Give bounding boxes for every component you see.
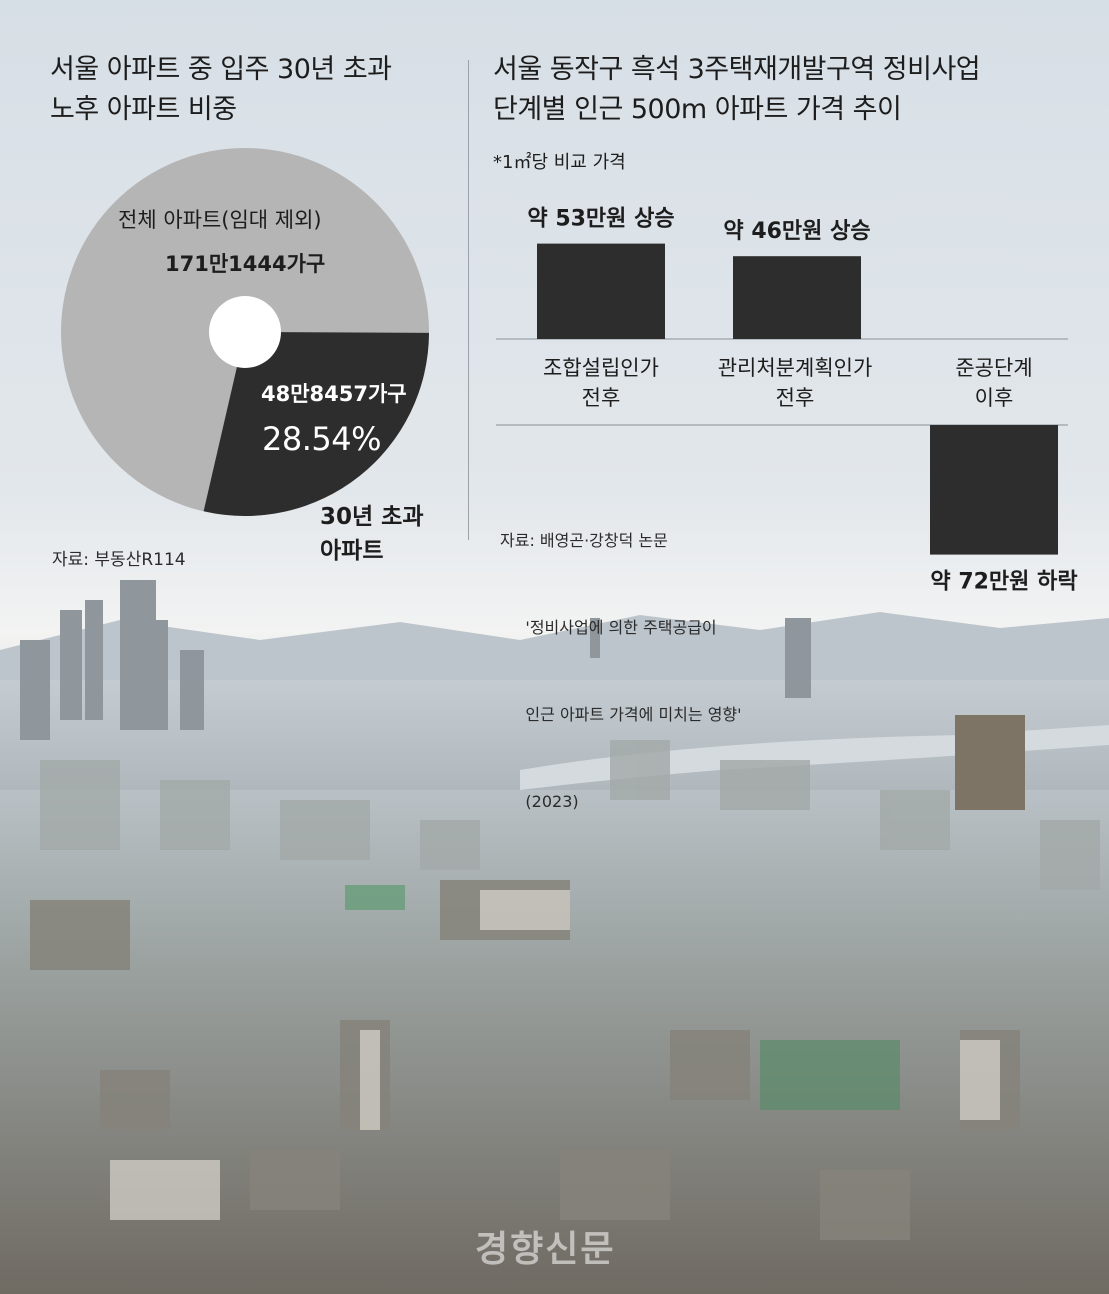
pie-old-label-line2: 아파트 [320, 538, 384, 564]
pie-title-line1: 서울 아파트 중 입주 30년 초과 [50, 54, 392, 85]
pie-old-label-line1: 30년 초과 [320, 504, 424, 530]
pie-source: 자료: 부동산R114 [52, 550, 186, 570]
bar-source-line4: (2023) [500, 792, 579, 811]
bar-source: 자료: 배영곤·강창덕 논문 '정비사업에 의한 주택공급이 인근 아파트 가격… [500, 468, 742, 874]
pie-title-line2: 노후 아파트 비중 [50, 94, 237, 125]
pie-old-value: 48만8457가구 [261, 382, 407, 406]
bar-category-label-3-line1: 준공단계 [955, 356, 1032, 380]
panel-divider [468, 60, 469, 540]
pie-total-value: 171만1444가구 [165, 252, 326, 276]
bar-source-line2: '정비사업에 의한 주택공급이 [500, 618, 717, 637]
pie-slice-old-apartments [203, 332, 429, 517]
bar-category-label-1-line2: 전후 [582, 386, 621, 410]
newspaper-watermark: 경향신문 [475, 1229, 616, 1270]
bar-1 [537, 243, 665, 339]
bar-source-line3: 인근 아파트 가격에 미치는 영향' [500, 705, 742, 724]
green-net-2 [345, 885, 405, 910]
distant-mountains [0, 612, 1109, 700]
pie-total-label: 전체 아파트(임대 제외) [118, 208, 322, 232]
pie-chart-title: 서울 아파트 중 입주 30년 초과 노후 아파트 비중 [50, 50, 392, 130]
pie-old-percent: 28.54% [262, 420, 382, 458]
bar-chart-title: 서울 동작구 흑석 3주택재개발구역 정비사업 단계별 인근 500m 아파트 … [493, 50, 981, 130]
bar-3 [930, 425, 1058, 555]
bar-2 [733, 256, 861, 339]
pie-center-hole [209, 296, 281, 368]
bar-value-label-2: 약 46만원 상승 [723, 219, 870, 244]
bar-source-line1: 자료: 배영곤·강창덕 논문 [500, 531, 668, 550]
bar-title-line1: 서울 동작구 흑석 3주택재개발구역 정비사업 [493, 54, 981, 85]
bar-value-label-1: 약 53만원 상승 [527, 207, 674, 232]
unit-note: *1㎡당 비교 가격 [493, 152, 626, 173]
green-net [760, 1040, 900, 1110]
bar-category-label-1-line1: 조합설립인가 [543, 356, 659, 380]
pie-old-label: 30년 초과 아파트 [320, 500, 480, 568]
bar-value-label-3: 약 72만원 하락 [930, 570, 1077, 595]
bar-category-label-3-line2: 이후 [975, 386, 1014, 410]
bar-title-line2: 단계별 인근 500m 아파트 가격 추이 [493, 94, 902, 125]
bar-category-label-2-line2: 전후 [776, 386, 815, 410]
bar-category-label-2-line1: 관리처분계획인가 [718, 356, 873, 380]
